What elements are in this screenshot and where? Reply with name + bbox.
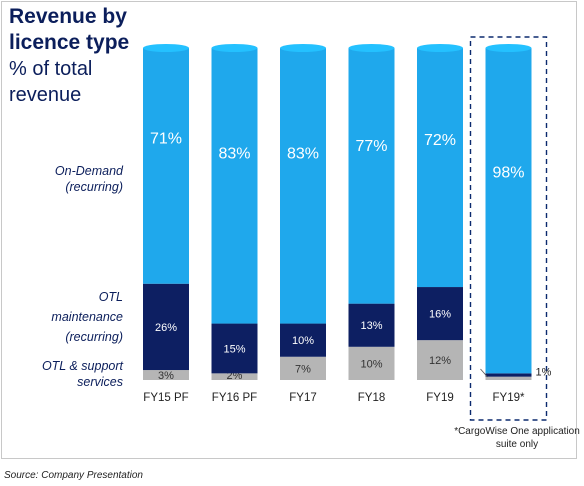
title-block: Revenue by licence type % of total reven… xyxy=(9,4,129,108)
bar-top-cap xyxy=(485,44,532,52)
data-label-on-demand: 83% xyxy=(287,146,319,163)
chart-frame xyxy=(1,1,577,459)
chart-title-line-1: Revenue by xyxy=(9,5,127,28)
bar-top-cap xyxy=(348,44,395,52)
x-tick-label: FY15 PF xyxy=(143,392,188,404)
series-label-on-demand: (recurring) xyxy=(65,180,123,194)
data-label-on-demand: 83% xyxy=(218,146,250,163)
bar-segment-on-demand xyxy=(280,48,326,324)
footnote-line-2: suite only xyxy=(496,439,538,450)
bar-segment-otl-support xyxy=(417,340,463,380)
bar-segment-on-demand xyxy=(348,48,395,304)
data-label-on-demand: 77% xyxy=(355,138,387,155)
bar-segment-otl-support xyxy=(348,346,395,380)
footnote-line-1: *CargoWise One application xyxy=(454,426,580,437)
data-label-otl-maintenance: 26% xyxy=(155,322,177,334)
bar-segment-on-demand xyxy=(143,48,189,284)
series-label-otl-maintenance: maintenance xyxy=(51,310,123,324)
data-label-otl-support: 12% xyxy=(429,355,451,367)
x-tick-label: FY19 xyxy=(426,392,454,404)
data-label-otl-maintenance: 13% xyxy=(360,320,382,332)
series-label-otl-maintenance: OTL xyxy=(99,290,123,304)
data-label-on-demand: 98% xyxy=(492,165,524,182)
series-label-otl-support: services xyxy=(77,375,123,389)
bar-segment-otl-maintenance xyxy=(280,323,326,357)
x-tick-label: FY16 PF xyxy=(212,392,257,404)
bar-segment-otl-maintenance xyxy=(348,303,395,347)
bar-segment-otl-support xyxy=(280,356,326,380)
data-label-otl-maintenance: 1% xyxy=(536,366,552,378)
bar-top-cap xyxy=(211,44,258,52)
bar-top-cap xyxy=(143,44,189,52)
bar-segment-on-demand xyxy=(211,48,258,324)
bar-segment-otl-maintenance xyxy=(417,287,463,341)
bar-segment-otl-maintenance xyxy=(211,323,258,374)
data-label-otl-maintenance: 15% xyxy=(223,343,245,355)
data-label-otl-support: 3% xyxy=(158,370,174,382)
chart-subtitle-line-1: % of total xyxy=(9,58,93,80)
highlight-box xyxy=(469,36,548,421)
bar-segment-otl-maintenance xyxy=(485,373,532,377)
data-label-otl-support: 7% xyxy=(295,363,311,375)
series-label-otl-support: OTL & support xyxy=(42,359,124,373)
data-label-otl-support: 10% xyxy=(360,358,382,370)
data-label-otl-maintenance: 16% xyxy=(429,309,451,321)
bar-top-cap xyxy=(417,44,463,52)
data-label-otl-maintenance: 10% xyxy=(292,335,314,347)
chart-title-line-2: licence type xyxy=(9,31,130,54)
data-label-on-demand: 71% xyxy=(150,131,182,148)
x-tick-label: FY18 xyxy=(358,392,386,404)
data-label-on-demand: 72% xyxy=(424,132,456,149)
bar-segment-on-demand xyxy=(417,48,463,288)
bar-segment-otl-support xyxy=(485,376,532,380)
bar-segment-otl-support xyxy=(211,373,258,380)
bar-segment-otl-support xyxy=(143,370,189,380)
bar-top-cap xyxy=(280,44,326,52)
label-leader-line xyxy=(480,368,488,378)
bar-segment-on-demand xyxy=(485,48,532,374)
series-label-otl-maintenance: (recurring) xyxy=(65,330,123,344)
series-label-on-demand: On-Demand xyxy=(55,164,124,178)
x-tick-label: FY19* xyxy=(493,392,525,404)
bar-segment-otl-maintenance xyxy=(143,283,189,371)
chart-subtitle-line-2: revenue xyxy=(9,84,82,106)
x-tick-label: FY17 xyxy=(289,392,317,404)
source-note: Source: Company Presentation xyxy=(4,470,143,481)
